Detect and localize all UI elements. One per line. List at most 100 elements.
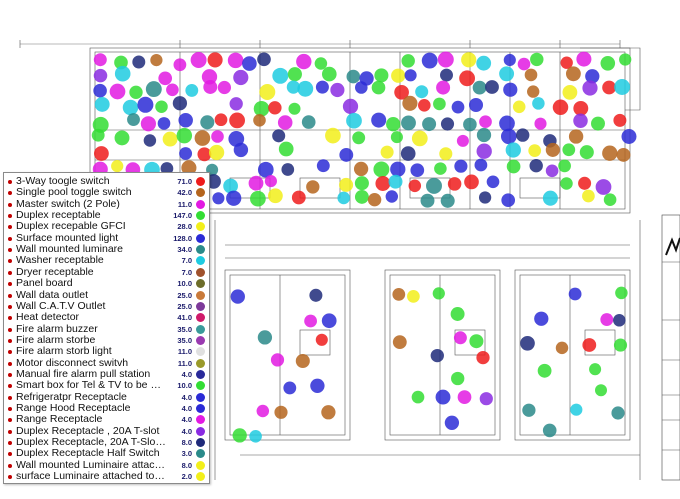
symbol-marker xyxy=(472,80,487,95)
legend-row[interactable]: Duplex recepable GFCI 28.0 xyxy=(4,220,209,233)
legend-count: 4.0 xyxy=(181,392,192,402)
symbol-marker xyxy=(621,128,637,145)
symbol-marker xyxy=(434,162,447,175)
symbol-marker xyxy=(390,131,403,144)
legend-row[interactable]: Wall mounted Luminaire attached... 8.0 xyxy=(4,459,209,472)
symbol-marker xyxy=(94,96,110,112)
symbol-marker xyxy=(524,68,538,82)
legend-color-swatch-icon xyxy=(196,267,205,277)
symbol-marker xyxy=(297,80,314,97)
legend-row[interactable]: Wall mounted luminare 34.0 xyxy=(4,243,209,256)
symbol-marker xyxy=(185,83,199,97)
symbol-marker xyxy=(283,381,297,395)
symbol-marker xyxy=(468,97,484,113)
legend-count: 10.0 xyxy=(177,279,192,289)
symbol-marker xyxy=(420,193,435,208)
bullet-icon xyxy=(8,282,12,287)
symbol-marker xyxy=(93,83,107,98)
legend-row[interactable]: Heat detector 41.0 xyxy=(4,311,209,324)
symbol-marker xyxy=(542,423,557,438)
symbol-marker xyxy=(568,287,582,301)
symbol-marker xyxy=(520,335,535,351)
legend-row[interactable]: Master switch (2 Pole) 11.0 xyxy=(4,198,209,211)
legend-row[interactable]: Duplex Receptacle Half Switch 3.0 xyxy=(4,447,209,460)
symbol-marker xyxy=(516,128,530,142)
legend-color-swatch-icon xyxy=(196,222,205,232)
legend-row[interactable]: Manual fire alarm pull station 4.0 xyxy=(4,368,209,381)
legend-color-swatch-icon xyxy=(196,301,205,311)
legend-count: 71.0 xyxy=(177,177,192,186)
legend-row[interactable]: Refrigeratpr Receptacle 4.0 xyxy=(4,391,209,404)
bullet-icon xyxy=(8,259,12,264)
symbol-marker xyxy=(197,147,212,162)
symbol-marker xyxy=(421,52,438,69)
symbol-marker xyxy=(374,68,389,83)
symbol-marker xyxy=(613,314,626,327)
bullet-icon xyxy=(8,429,12,434)
legend-row[interactable]: Single pool toggle switch 42.0 xyxy=(4,186,209,199)
symbol-marker xyxy=(315,333,328,346)
symbol-marker xyxy=(214,113,228,127)
symbol-marker xyxy=(582,80,598,96)
bullet-icon xyxy=(8,293,12,298)
symbol-marker xyxy=(92,116,109,133)
symbol-marker xyxy=(532,97,545,110)
symbol-marker xyxy=(418,99,431,112)
legend-row[interactable]: Surface mounted light 128.0 xyxy=(4,232,209,245)
symbol-marker xyxy=(200,115,215,130)
symbol-marker xyxy=(585,69,600,84)
bullet-icon xyxy=(8,372,12,377)
symbol-marker xyxy=(400,146,416,161)
legend-color-swatch-icon xyxy=(196,279,205,289)
symbol-marker xyxy=(91,128,105,142)
legend-row[interactable]: Dryer receptable 7.0 xyxy=(4,266,209,279)
symbol-marker xyxy=(321,405,336,420)
legend-row[interactable]: Fire alarm storb light 11.0 xyxy=(4,345,209,358)
symbol-marker xyxy=(503,53,516,67)
symbol-marker xyxy=(476,143,492,159)
legend-color-swatch-icon xyxy=(196,256,205,266)
symbol-marker xyxy=(534,311,549,326)
symbol-marker xyxy=(242,56,257,71)
bullet-icon xyxy=(8,418,12,423)
symbol-marker xyxy=(140,116,157,132)
legend-row[interactable]: Duplex Receptacle, 20A T-Slot, G... 8.0 xyxy=(4,436,209,449)
symbol-marker xyxy=(595,179,612,195)
symbol-marker xyxy=(109,83,126,100)
symbol-marker xyxy=(270,353,285,367)
symbol-marker xyxy=(264,175,277,188)
symbol-marker xyxy=(179,147,193,160)
symbol-marker xyxy=(272,67,289,84)
legend-row[interactable]: Range Receptacle 4.0 xyxy=(4,413,209,426)
legend-row[interactable]: surface Luminaire attached to inv... 2.0 xyxy=(4,470,209,483)
symbol-marker xyxy=(451,100,465,114)
bullet-icon xyxy=(8,236,12,241)
symbol-marker xyxy=(600,56,616,71)
legend-row[interactable]: Wall C.A.T.V Outlet 25.0 xyxy=(4,300,209,313)
legend-count: 11.0 xyxy=(177,199,192,209)
legend-row[interactable]: Wall data outlet 25.0 xyxy=(4,289,209,302)
symbol-marker xyxy=(611,406,625,420)
legend-row[interactable]: Duplex receptable 147.0 xyxy=(4,209,209,222)
legend-row[interactable]: Duplex Receptacle , 20A T-slot 4.0 xyxy=(4,425,209,438)
legend-row[interactable]: Washer receptable 7.0 xyxy=(4,254,209,267)
legend-row[interactable]: Smart box for Tel & TV to be C/... 10.0 xyxy=(4,379,209,392)
legend-row[interactable]: Fire alarm storbe 35.0 xyxy=(4,334,209,347)
legend-row[interactable]: Panel board 10.0 xyxy=(4,277,209,290)
symbol-marker xyxy=(474,158,488,172)
symbol-marker xyxy=(456,134,469,147)
symbol-marker xyxy=(166,83,179,97)
symbol-marker xyxy=(499,66,515,82)
legend-row[interactable]: 3-Way toogle switch 71.0 xyxy=(4,175,209,188)
legend-color-swatch-icon xyxy=(196,426,205,436)
legend-row[interactable]: Fire alarm buzzer 35.0 xyxy=(4,323,209,336)
bullet-icon xyxy=(8,191,12,196)
symbol-marker xyxy=(355,81,368,94)
legend-color-swatch-icon xyxy=(196,245,205,255)
symbol-marker xyxy=(602,145,618,161)
legend-row[interactable]: Motor disconnect switvh 11.0 xyxy=(4,357,209,370)
legend-row[interactable]: Range Hood Receptacle 4.0 xyxy=(4,402,209,415)
symbol-marker xyxy=(310,378,325,393)
legend-count: 8.0 xyxy=(181,438,192,448)
